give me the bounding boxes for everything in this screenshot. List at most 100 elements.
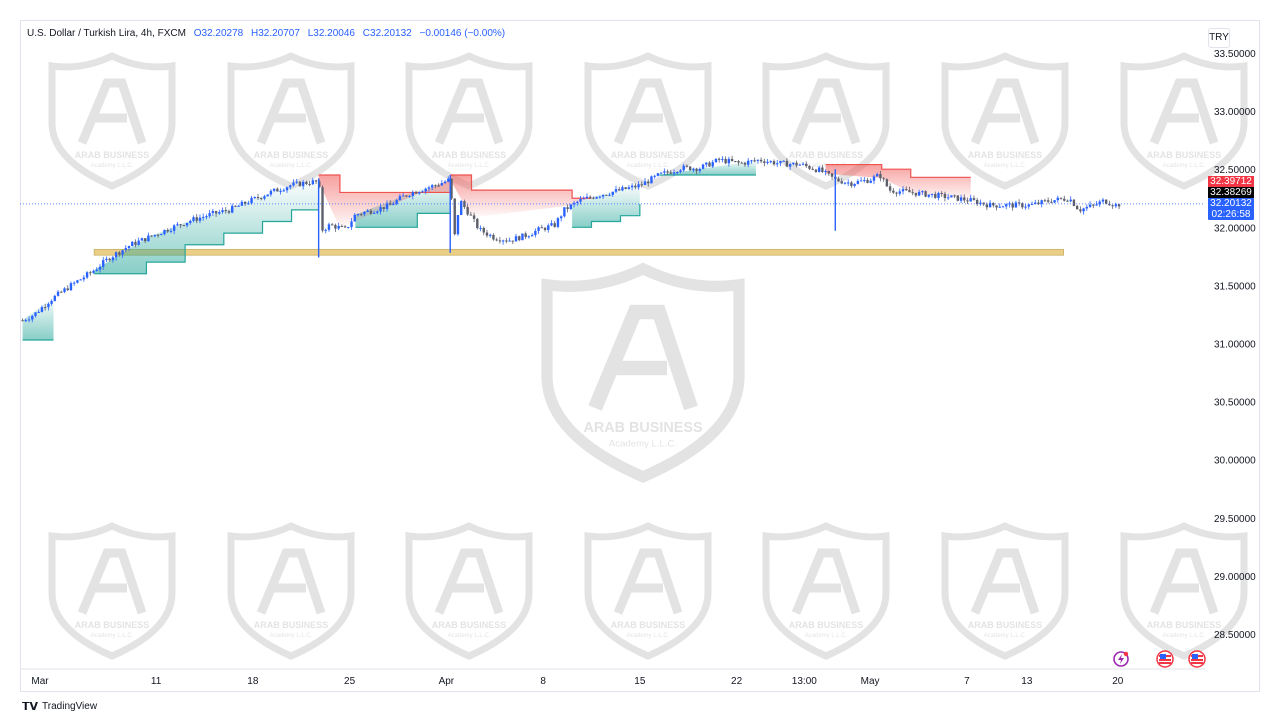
candle-body: [750, 160, 753, 162]
candle-body: [160, 234, 163, 236]
watermark-subtext: Academy L.L.C.: [627, 163, 670, 169]
candle-body: [505, 240, 508, 242]
currency-label[interactable]: TRY: [1208, 28, 1230, 48]
candle-body: [482, 227, 485, 233]
candle-body: [569, 204, 573, 210]
y-tick-label: 30.00000: [1214, 456, 1256, 467]
candle-body: [489, 234, 492, 236]
watermark-text: ARAB BUSINESS: [1147, 620, 1222, 630]
x-tick-label: 13: [1021, 676, 1033, 687]
candle-body: [1053, 200, 1056, 203]
candle-body: [782, 160, 785, 162]
watermark-letters: [77, 548, 147, 615]
candle-body: [950, 195, 953, 198]
candle-body: [1114, 204, 1118, 207]
candle-body: [411, 192, 415, 197]
candle-body: [672, 172, 676, 174]
supertrend-bull-fill: [22, 297, 54, 341]
candle-body: [653, 175, 656, 177]
watermark-letters: [588, 304, 698, 411]
candle-body: [240, 201, 244, 206]
supertrend-bear-line: [450, 174, 592, 199]
candle-body: [817, 167, 821, 172]
candle-body: [1059, 197, 1063, 199]
candle-body: [450, 178, 453, 199]
watermark-letters: [970, 548, 1040, 615]
tradingview-footer[interactable]: 𝗧𝗩 TradingView: [22, 700, 97, 713]
candle-body: [743, 162, 747, 165]
y-tick-label: 32.50000: [1214, 165, 1256, 176]
supertrend-bear-fill: [450, 175, 592, 218]
candle-body: [424, 188, 427, 192]
watermark-letters: [613, 548, 683, 615]
price-label-red: 32.39712: [1208, 176, 1254, 187]
candle-body: [211, 211, 215, 214]
candle-body: [127, 246, 131, 249]
candle-body: [1021, 203, 1024, 208]
candle-body: [189, 220, 192, 223]
candle-body: [92, 270, 95, 273]
candle-body: [879, 174, 882, 179]
candle-body: [611, 191, 614, 195]
candle-body: [553, 223, 556, 227]
us-flag-event-icon[interactable]: [1156, 650, 1174, 668]
candle-body: [908, 190, 911, 193]
candle-body: [917, 191, 921, 196]
us-flag-event-icon-2[interactable]: [1188, 650, 1206, 668]
candle-body: [508, 240, 511, 242]
candle-body: [717, 158, 721, 160]
candle-body: [1079, 209, 1082, 212]
candle-body: [547, 225, 550, 231]
candle-body: [1092, 204, 1095, 206]
candle-body: [459, 201, 463, 215]
candle-body: [1046, 200, 1050, 202]
watermark-logo-3: ARAB BUSINESS Academy L.L.C.: [227, 522, 355, 660]
candle-body: [182, 225, 186, 227]
candle-body: [1101, 199, 1105, 202]
candle-body: [585, 196, 589, 199]
watermark-letters: [1149, 78, 1219, 145]
candle-body: [340, 226, 344, 228]
candle-body: [118, 252, 121, 255]
candle-body: [846, 182, 850, 184]
candle-body: [605, 194, 608, 196]
candle-body: [395, 200, 398, 205]
candle-body: [979, 202, 982, 205]
candle-body: [114, 252, 118, 258]
candle-body: [1037, 202, 1040, 205]
candle-body: [1085, 207, 1089, 209]
supertrend-bull-fill: [94, 181, 319, 274]
candle-body: [363, 211, 366, 215]
tradingview-logo-icon: 𝗧𝗩: [22, 701, 39, 713]
candle-body: [37, 311, 40, 313]
candle-body: [379, 207, 382, 212]
candle-body: [608, 194, 611, 196]
watermark-letters: [791, 548, 861, 615]
candle-body: [427, 187, 431, 189]
candle-body: [666, 171, 669, 173]
candle-body: [321, 187, 324, 231]
candle-body: [795, 162, 798, 166]
candle-body: [308, 184, 311, 186]
candle-body: [50, 300, 53, 304]
candle-body: [914, 192, 918, 196]
symbol-legend: U.S. Dollar / Turkish Lira, 4h, FXCM O32…: [27, 28, 505, 39]
candle-body: [53, 295, 57, 301]
candle-body: [121, 250, 124, 255]
candle-body: [82, 277, 86, 280]
candle-body: [1072, 199, 1076, 206]
candle-body: [753, 160, 756, 162]
lightning-event-icon[interactable]: [1112, 650, 1130, 668]
candle-body: [479, 227, 482, 229]
watermark-logo-0: ARAB BUSINESS Academy L.L.C.: [48, 52, 176, 190]
candle-body: [66, 288, 69, 291]
candle-body: [966, 200, 969, 202]
candle-body: [930, 193, 934, 195]
candle-body: [56, 291, 60, 296]
candle-body: [514, 236, 518, 242]
candle-body: [98, 266, 102, 270]
candle-body: [334, 224, 337, 229]
candle-body: [1014, 202, 1018, 208]
candle-body: [730, 158, 734, 161]
